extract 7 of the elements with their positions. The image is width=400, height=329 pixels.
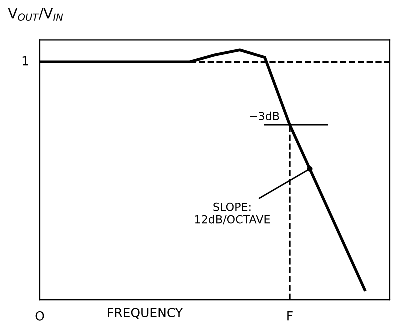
x-tick-label: O (36, 311, 44, 321)
annotation: SLOPE: 12dB/OCTAVE (195, 202, 270, 225)
x-axis-title: FREQUENCY (108, 308, 184, 319)
annotation: −3dB (250, 112, 280, 120)
y-axis-title: V$_{OUT}$/V$_{IN}$ (8, 8, 64, 22)
x-tick-label: F (288, 312, 293, 321)
ref-line-label: 1 (22, 56, 28, 66)
